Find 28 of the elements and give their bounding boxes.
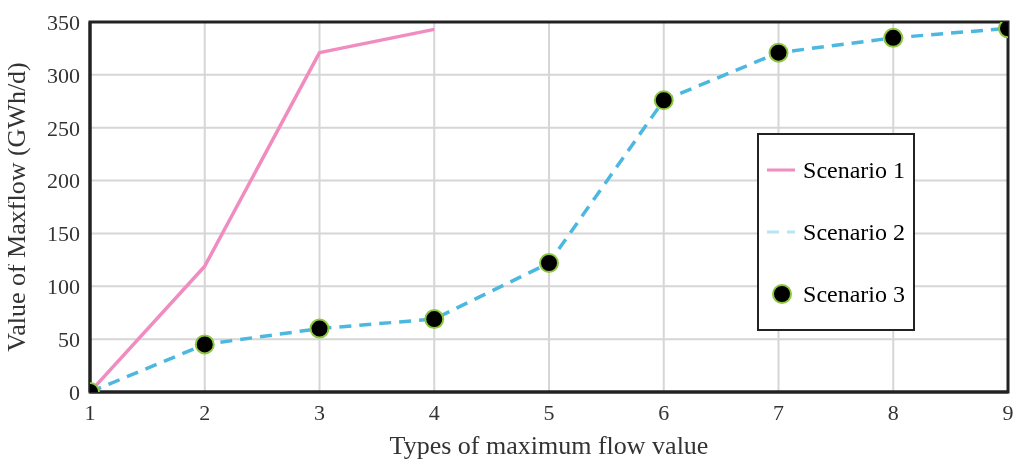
legend-label: Scenario 3 (803, 280, 905, 308)
x-tick-label: 2 (199, 399, 211, 425)
x-tick-label: 5 (543, 399, 555, 425)
x-tick-label: 4 (428, 399, 440, 425)
point (768, 42, 789, 63)
x-tick-label: 8 (887, 399, 899, 425)
x-tick-label: 9 (1002, 399, 1014, 425)
y-tick-label: 0 (69, 379, 80, 405)
point (653, 90, 674, 111)
point (309, 318, 330, 339)
point (424, 309, 445, 330)
y-tick-label: 300 (47, 62, 80, 88)
legend-label: Scenario 1 (803, 156, 905, 184)
legend-label: Scenario 2 (803, 218, 905, 246)
x-axis-title: Types of maximum flow value (389, 431, 709, 460)
y-tick-label: 200 (47, 168, 80, 194)
x-tick-label: 1 (84, 399, 96, 425)
x-tick-label: 6 (658, 399, 670, 425)
y-tick-label: 350 (47, 9, 80, 35)
y-tick-label: 150 (47, 221, 80, 247)
x-tick-label: 3 (314, 399, 325, 425)
point (194, 334, 215, 355)
point (883, 27, 904, 48)
x-tick-label: 7 (773, 399, 784, 425)
y-tick-label: 50 (58, 326, 80, 352)
point (539, 253, 559, 274)
y-tick-label: 100 (47, 274, 80, 300)
y-tick-label: 250 (47, 115, 80, 141)
